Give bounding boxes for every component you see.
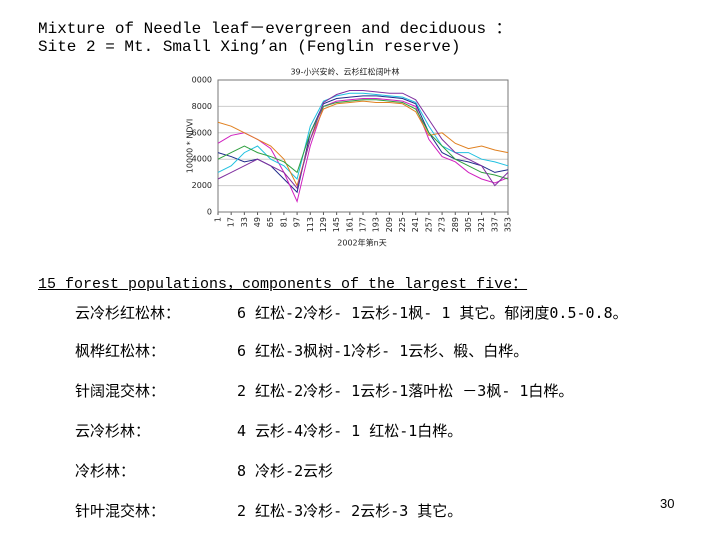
y-tick-label: 6000 [192,128,212,137]
composition: 4 云杉-4冷杉- 1 红松-1白桦。 [237,422,463,440]
subheading: 15 forest populations，components of the … [38,276,528,293]
forest-type: 枫桦红松林： [75,342,166,360]
x-tick-label: 97 [293,217,302,227]
composition: 2 红松-2冷杉- 1云杉-1落叶松 －3枫- 1白桦。 [237,382,574,400]
x-tick-label: 273 [438,217,447,232]
x-tick-label: 225 [398,217,407,232]
x-tick-label: 49 [253,217,262,227]
forest-type: 云冷杉红松林： [75,304,181,322]
x-tick-label: 321 [477,217,486,232]
composition: 8 冷杉-2云杉 [237,462,334,480]
series-line [217,100,509,187]
x-tick-label: 33 [240,217,249,227]
x-tick-label: 113 [306,217,315,232]
x-tick-label: 305 [464,217,473,232]
x-axis-label: 2002年第n天 [337,238,386,248]
x-tick-label: 65 [266,217,275,227]
forest-type: 云冷杉林： [75,422,151,440]
series-line [217,97,509,203]
plot-frame [217,79,509,213]
composition: 2 红松-3冷杉- 2云杉-3 其它。 [237,502,463,520]
title-line: Site 2 = Mt. Small Xing’an (Fenglin rese… [38,38,461,56]
x-tick-label: 145 [332,217,341,232]
x-tick-label: 1 [214,217,223,222]
y-tick-label: 8000 [192,102,212,111]
x-tick-label: 177 [359,217,368,232]
composition: 6 红松-3枫树-1冷杉- 1云杉、椴、白桦。 [237,342,529,360]
series-line [217,99,509,180]
x-tick-label: 193 [372,217,381,232]
page-number: 30 [660,496,675,511]
x-tick-label: 289 [451,217,460,232]
x-tick-label: 337 [490,217,499,232]
x-tick-label: 17 [227,217,236,227]
y-axis-label: 10000 * NDVI [186,119,195,173]
forest-type: 冷杉林： [75,462,136,480]
y-tick-label: 4000 [192,155,212,164]
forest-type: 针阔混交林： [75,382,166,400]
x-tick-label: 129 [319,217,328,232]
series-line [217,90,509,190]
series-line [217,95,509,194]
y-tick-label: 0000 [192,76,212,85]
forest-type: 针叶混交林： [75,502,166,520]
x-tick-label: 209 [385,217,394,232]
x-tick-label: 161 [345,217,354,232]
chart-title: 39-小兴安岭、云杉红松阔叶林 [290,67,399,77]
x-tick-label: 257 [424,217,433,232]
y-tick-label: 2000 [192,181,212,190]
x-tick-label: 81 [279,217,288,227]
title-line: Mixture of Needle leaf－evergreen and dec… [38,20,512,38]
x-tick-label: 241 [411,217,420,232]
composition: 6 红松-2冷杉- 1云杉-1枫- 1 其它。郁闭度0.5-0.8。 [237,304,628,322]
y-tick-label: 0 [207,208,212,217]
x-tick-label: 353 [504,217,513,232]
